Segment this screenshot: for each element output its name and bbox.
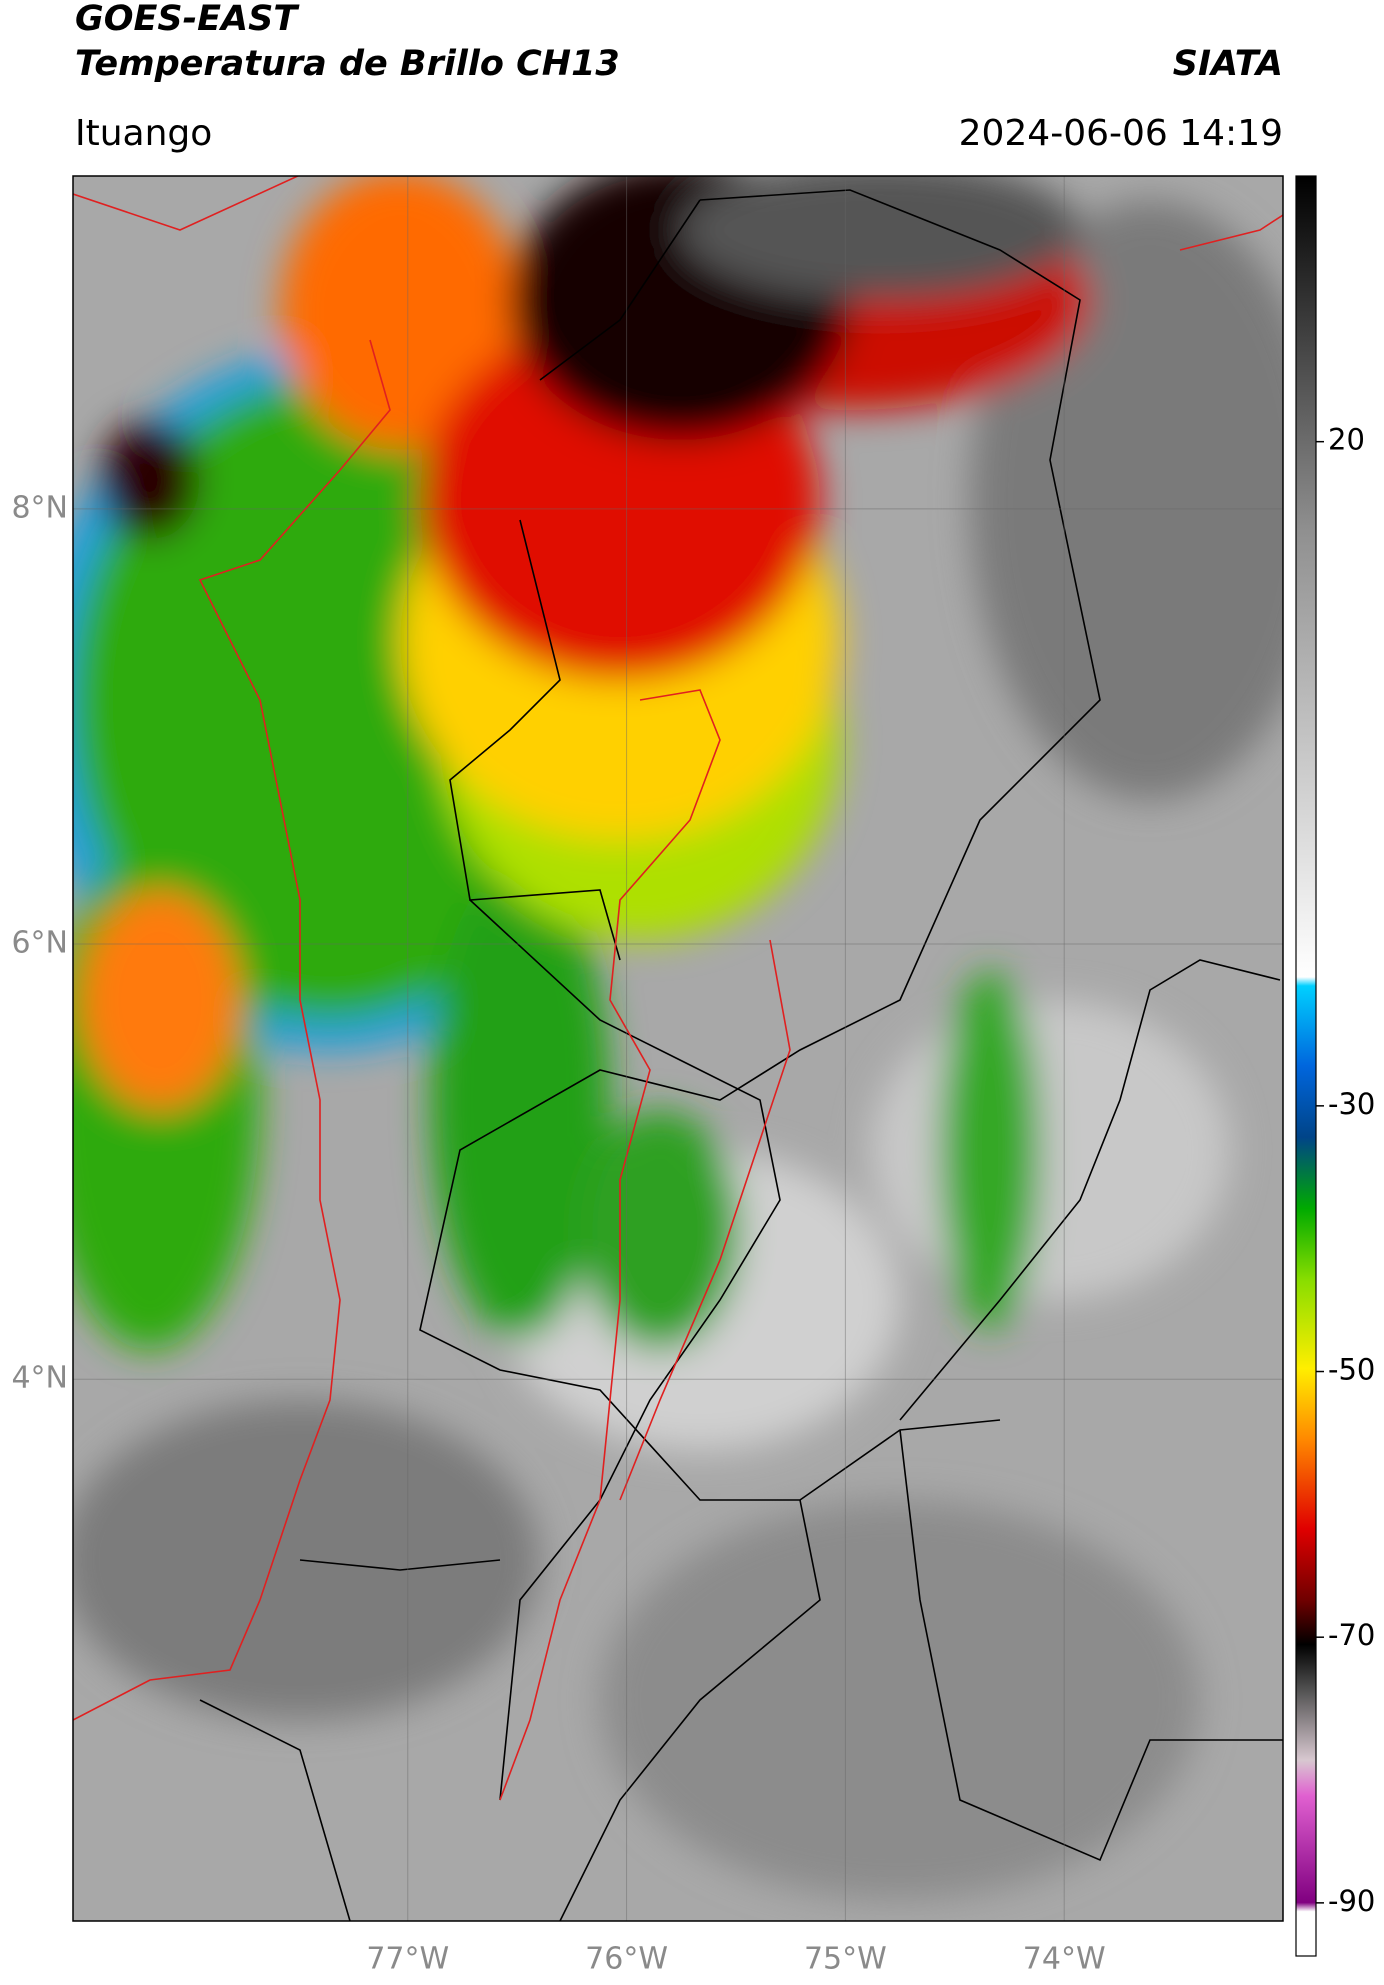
graticule: [73, 176, 1283, 1921]
lon-label: 75°W: [804, 1942, 887, 1977]
source: SIATA: [1173, 44, 1283, 84]
lat-label: 8°N: [11, 490, 68, 525]
timestamp: 2024-06-06 14:19: [959, 113, 1283, 154]
lon-label: 74°W: [1023, 1942, 1106, 1977]
lon-label: 77°W: [366, 1942, 449, 1977]
colorbar-label: -70: [1328, 1618, 1375, 1652]
title: GOES-EAST: [75, 0, 300, 39]
colorbar-label: 20: [1328, 423, 1365, 457]
lon-label: 76°W: [585, 1942, 668, 1977]
map-frame: [72, 175, 1284, 1922]
subtitle: Temperatura de Brillo CH13: [75, 44, 620, 84]
colorbar-label: -30: [1328, 1087, 1375, 1121]
colorbar: [1295, 175, 1317, 1957]
colorbar-label: -50: [1328, 1353, 1375, 1387]
location: Ituango: [75, 113, 212, 154]
lat-label: 4°N: [11, 1361, 68, 1396]
lat-label: 6°N: [11, 926, 68, 961]
satellite-image: [73, 176, 1283, 1921]
colorbar-label: -90: [1328, 1884, 1375, 1918]
